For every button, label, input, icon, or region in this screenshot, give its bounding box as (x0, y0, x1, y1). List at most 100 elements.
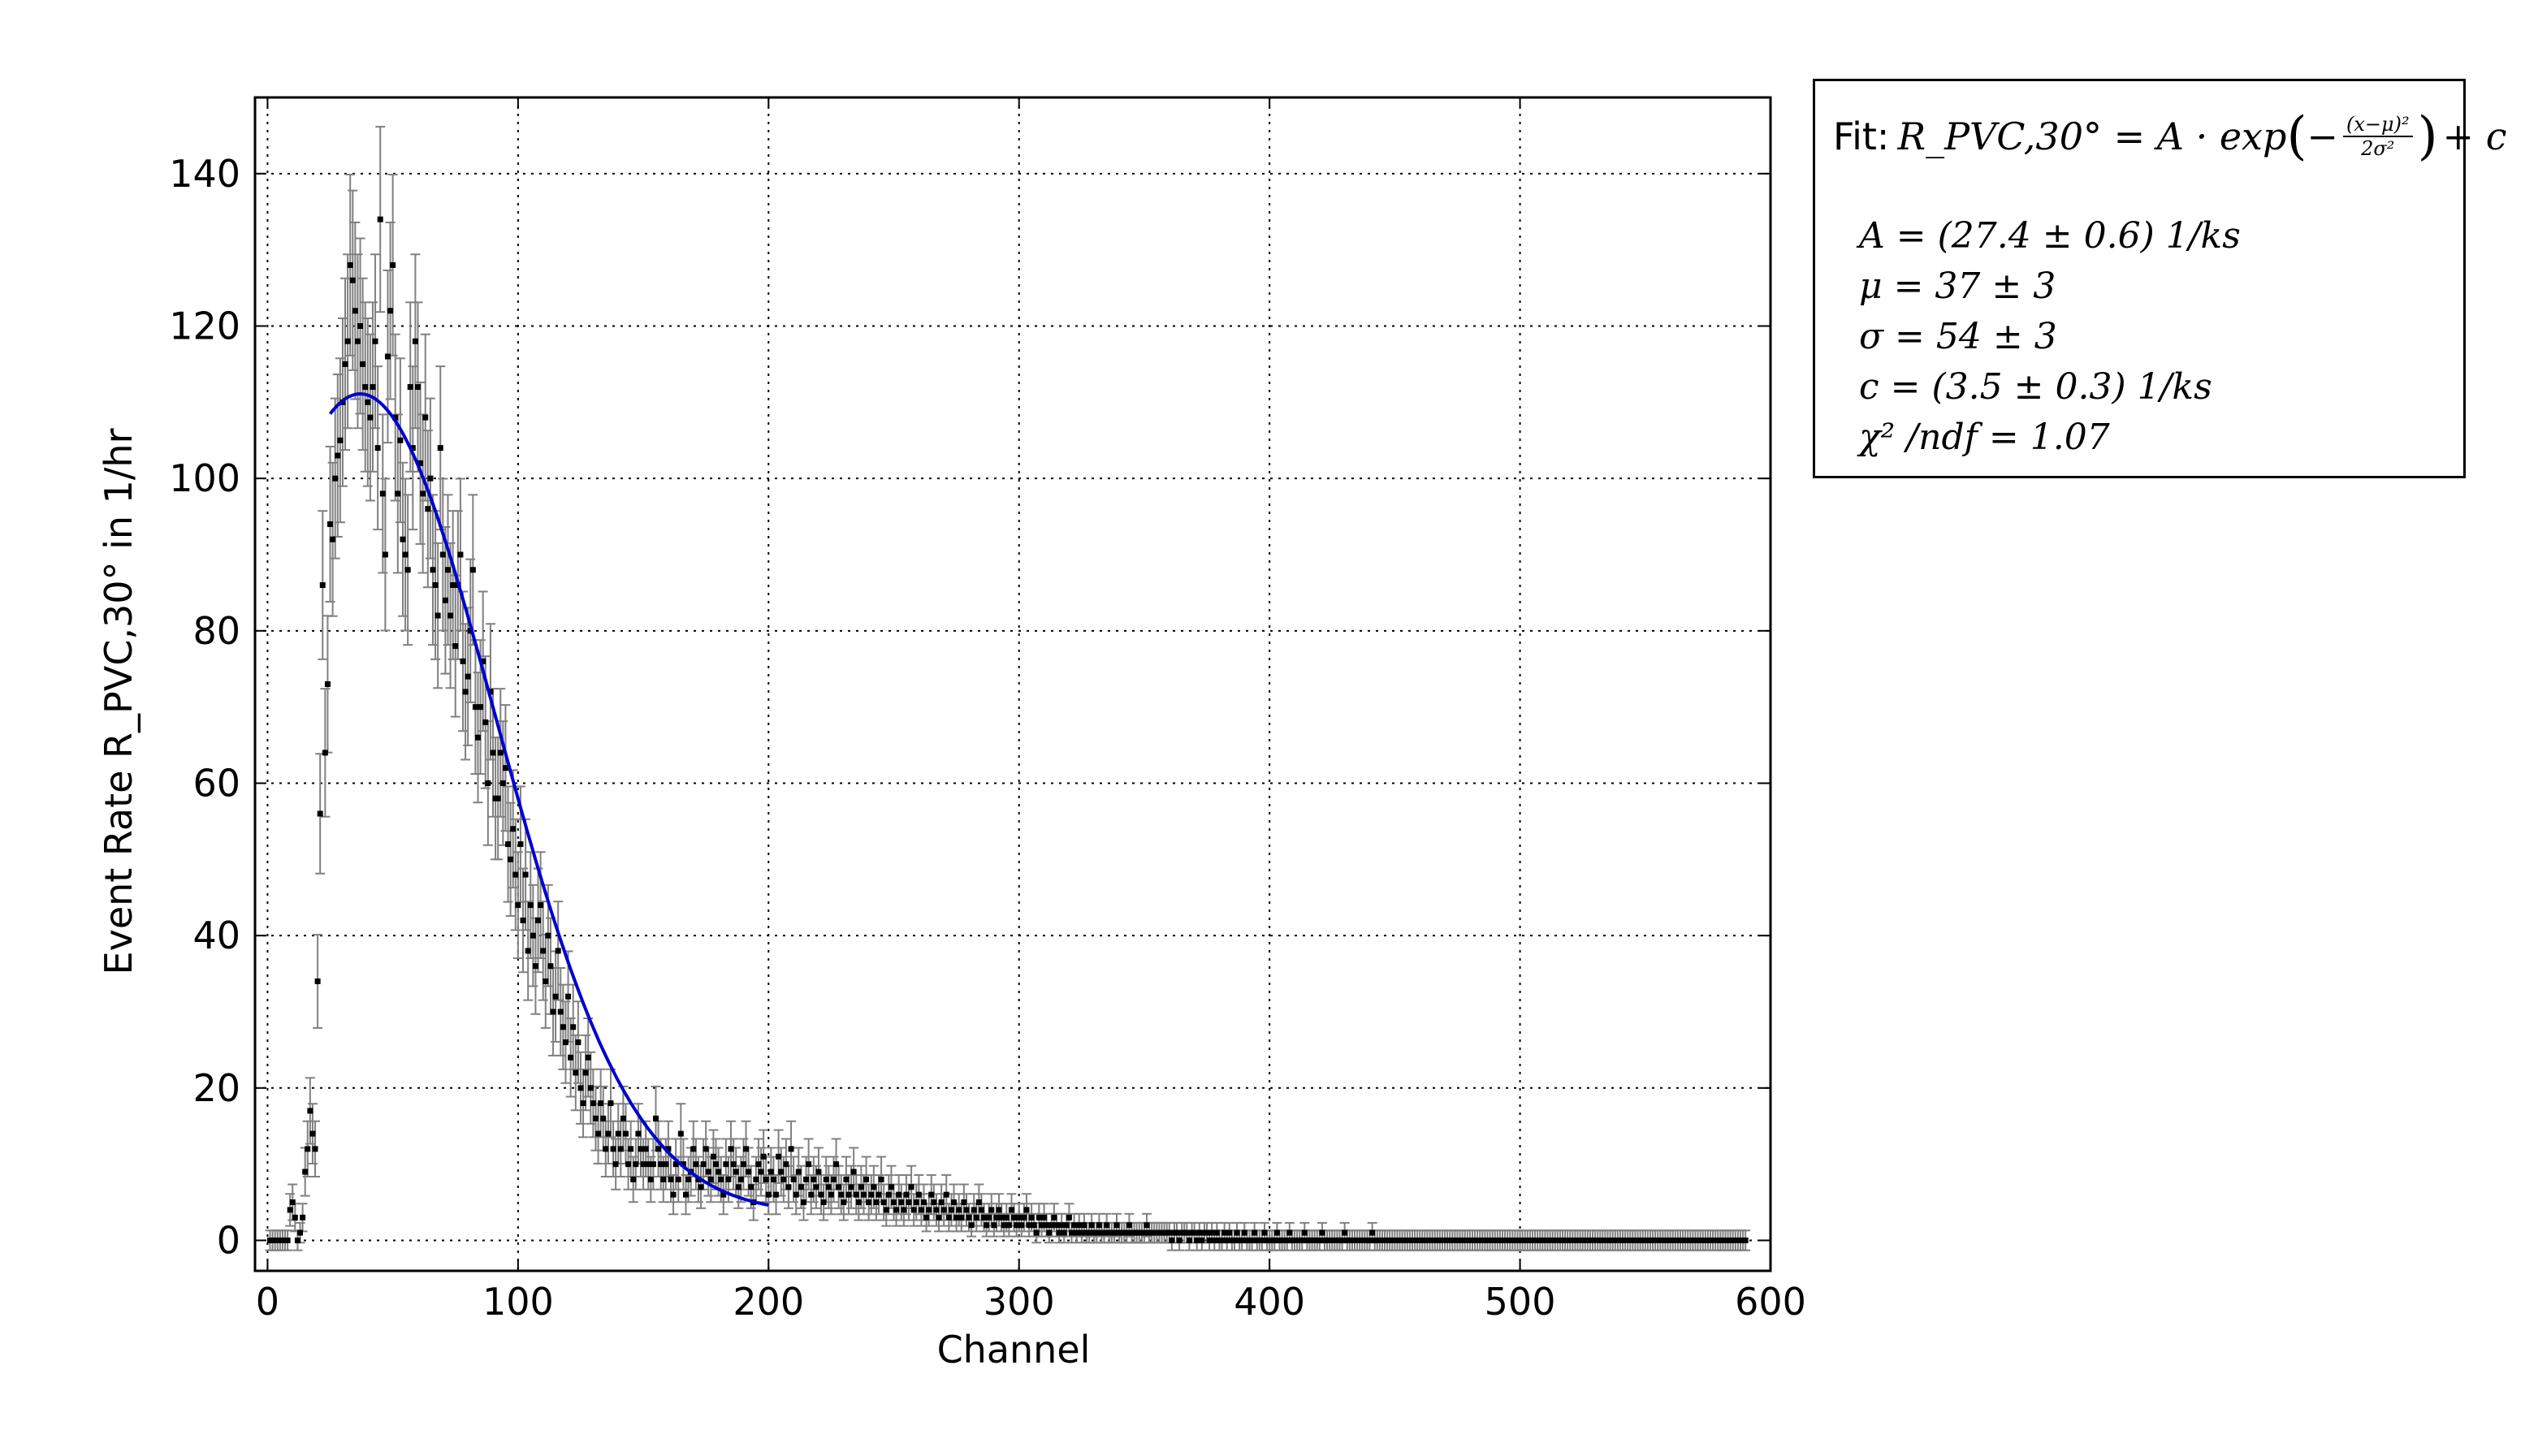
data-point (833, 1161, 840, 1168)
data-point (981, 1214, 988, 1221)
data-point (836, 1184, 842, 1190)
data-point (630, 1176, 637, 1182)
data-point (635, 1130, 642, 1137)
data-point (1219, 1237, 1226, 1243)
data-point (628, 1146, 634, 1152)
data-point (1174, 1229, 1180, 1236)
data-point (718, 1176, 724, 1182)
data-point (1038, 1222, 1044, 1229)
data-point (495, 795, 501, 801)
data-point (767, 1169, 774, 1175)
y-tick-label: 100 (169, 456, 240, 500)
data-point (765, 1191, 772, 1198)
data-point (430, 567, 436, 573)
data-point (520, 917, 526, 923)
data-point (395, 490, 401, 497)
data-point (746, 1169, 752, 1175)
data-point (615, 1130, 621, 1137)
data-point (730, 1161, 737, 1168)
data-point (450, 582, 456, 589)
data-point (898, 1199, 905, 1206)
data-point (352, 308, 358, 314)
data-point (1199, 1237, 1205, 1243)
fit-formula-lhs: R_PVC,30° = A · exp (1897, 114, 2287, 158)
data-point (693, 1161, 699, 1168)
data-point (938, 1199, 945, 1206)
data-point (685, 1176, 692, 1182)
data-point (562, 1039, 569, 1046)
data-point (961, 1199, 967, 1206)
data-point (896, 1191, 902, 1198)
data-point (480, 658, 486, 664)
data-point (552, 993, 559, 1000)
data-point (783, 1161, 789, 1168)
data-point (740, 1161, 746, 1168)
data-point (307, 1108, 313, 1114)
data-point (968, 1222, 975, 1229)
data-point (1206, 1237, 1213, 1243)
data-point (885, 1191, 892, 1198)
data-point (324, 681, 331, 687)
data-point (823, 1176, 829, 1182)
data-point (603, 1146, 609, 1152)
data-point (1191, 1229, 1198, 1236)
data-point (951, 1199, 958, 1206)
x-tick-label: 0 (256, 1280, 279, 1324)
data-point (294, 1237, 300, 1243)
data-point (710, 1153, 716, 1160)
data-point (743, 1146, 750, 1152)
data-point (580, 1100, 586, 1107)
data-point (996, 1207, 1002, 1213)
data-point (682, 1191, 689, 1198)
data-point (931, 1199, 937, 1206)
y-tick-label: 40 (192, 914, 240, 957)
data-point (1273, 1229, 1280, 1236)
data-point (825, 1184, 832, 1190)
data-point (422, 414, 429, 421)
data-point (811, 1176, 817, 1182)
y-tick-label: 80 (192, 609, 240, 653)
param-sigma: σ = 54 ± 3 (1859, 316, 2057, 357)
data-point (370, 384, 376, 391)
data-point (437, 445, 443, 451)
fit-minus: − (2307, 114, 2338, 158)
data-point (733, 1169, 739, 1175)
data-point (998, 1214, 1005, 1221)
data-point (490, 750, 496, 756)
data-point (665, 1146, 672, 1152)
data-point (460, 658, 466, 664)
data-point (723, 1161, 729, 1168)
data-point (510, 826, 517, 832)
data-point (448, 612, 454, 619)
data-point (1079, 1229, 1085, 1236)
data-point (785, 1184, 792, 1190)
data-point (1241, 1229, 1247, 1236)
data-point (800, 1199, 806, 1206)
data-point (672, 1161, 679, 1168)
y-tick-label: 20 (192, 1066, 240, 1110)
data-point (1204, 1229, 1210, 1236)
fit-fraction-numerator: (x−μ)² (2342, 113, 2413, 137)
data-point (647, 1176, 654, 1182)
data-point (716, 1169, 722, 1175)
data-point (705, 1169, 711, 1175)
data-point (535, 917, 542, 923)
data-point (880, 1199, 887, 1206)
data-point (1211, 1237, 1217, 1243)
data-point (374, 445, 381, 451)
data-point (1301, 1229, 1308, 1236)
x-tick-label: 300 (984, 1280, 1055, 1324)
data-point (465, 673, 471, 680)
data-point (314, 978, 321, 984)
data-point (658, 1161, 664, 1168)
data-point (330, 536, 336, 542)
data-point (284, 1237, 291, 1243)
fit-fraction: (x−μ)² 2σ² (2342, 113, 2413, 160)
data-point (1169, 1237, 1175, 1243)
data-point (760, 1153, 767, 1160)
data-point (1144, 1222, 1150, 1229)
x-axis-label: Channel (937, 1328, 1091, 1372)
data-point (530, 932, 536, 939)
data-point (700, 1161, 707, 1168)
data-point (547, 963, 554, 970)
